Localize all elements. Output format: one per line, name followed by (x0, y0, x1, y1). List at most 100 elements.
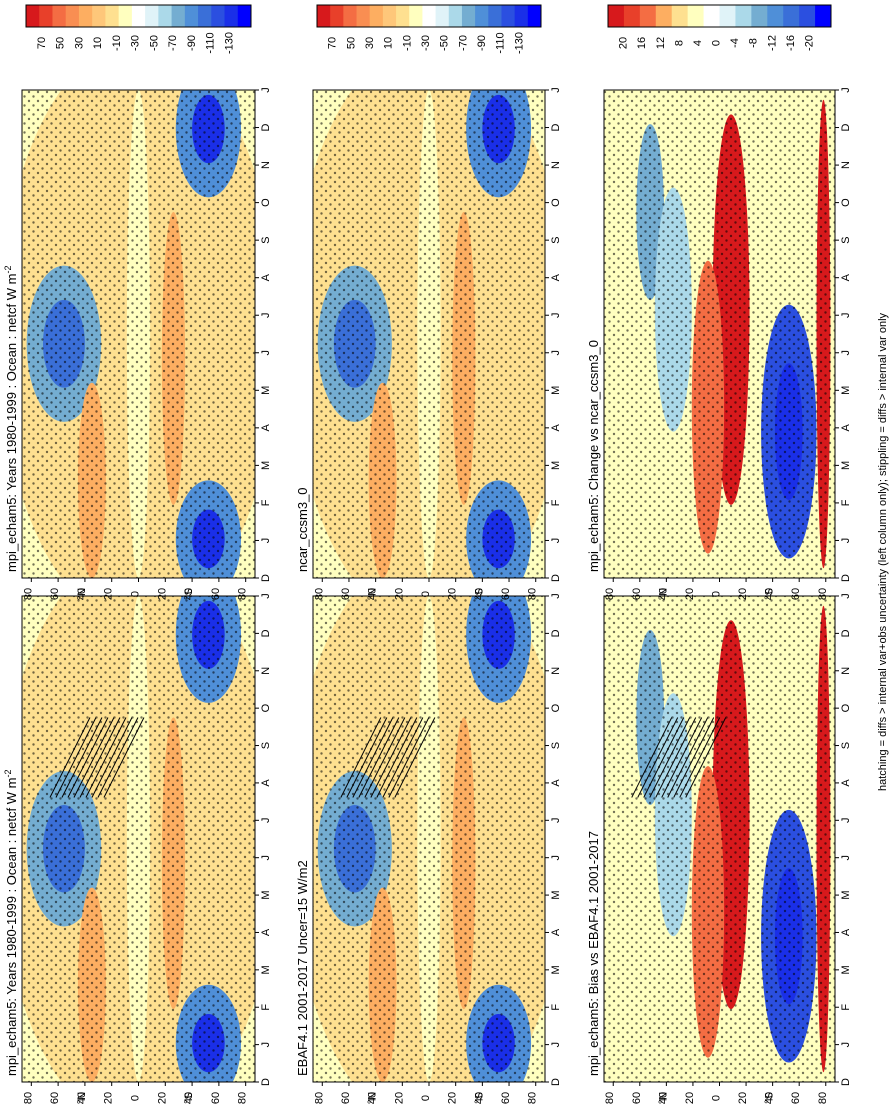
colorbar-swatch (514, 5, 529, 27)
y-tick-label: 0 (420, 1095, 432, 1101)
lat-unit-label: °N (76, 588, 88, 600)
colorbar-swatch (623, 5, 641, 27)
colorbar-label: 8 (673, 40, 685, 46)
x-tick-label: D (260, 1078, 272, 1086)
x-tick-label: O (550, 703, 562, 712)
colorbar-swatch (145, 5, 159, 27)
colorbar-swatch (799, 5, 816, 27)
colorbar-swatch (105, 5, 120, 27)
x-tick-label: J (840, 87, 852, 93)
colorbar-label: -10 (111, 35, 123, 51)
x-tick-label: O (840, 198, 852, 207)
colorbar-swatch (655, 5, 673, 27)
colorbar-label: -30 (420, 35, 432, 51)
colorbar-swatch (767, 5, 784, 27)
y-tick-label: 40 (76, 588, 88, 600)
colorbar-swatch (237, 5, 252, 27)
lat-unit-label: °N (657, 588, 669, 600)
x-tick-label: N (260, 161, 272, 169)
field (22, 90, 255, 578)
y-tick-label: 20 (684, 1092, 696, 1104)
x-tick-label: M (550, 890, 562, 899)
x-tick-label: N (840, 667, 852, 675)
y-tick-label: 20 (156, 1092, 168, 1104)
colorbar-label: 16 (636, 37, 648, 49)
y-tick-label: 40 (764, 1092, 776, 1104)
y-tick-label: 60 (340, 1092, 352, 1104)
colorbar-swatch (330, 5, 344, 27)
x-tick-label: D (840, 1078, 852, 1086)
x-tick-label: J (550, 855, 562, 861)
y-tick-label: 40 (183, 1092, 195, 1104)
y-tick-label: 40 (657, 1092, 669, 1104)
colorbar-swatch (751, 5, 768, 27)
x-tick-label: F (840, 1004, 852, 1011)
x-tick-label: N (260, 667, 272, 675)
x-tick-label: N (550, 161, 562, 169)
colorbar-swatch (184, 5, 199, 27)
colorbar: 70 50 30 10 -10 -30 -50 -70 -90 -110 -130 (25, 4, 252, 54)
x-tick-label: A (260, 779, 272, 787)
x-tick-label: O (840, 703, 852, 712)
x-tick-label: D (260, 574, 272, 582)
y-tick-label: 80 (604, 1092, 616, 1104)
x-tick-label: J (260, 350, 272, 356)
x-tick-label: S (840, 236, 852, 243)
x-tick-label: M (840, 965, 852, 974)
colorbar-swatch (422, 5, 437, 27)
x-tick-label: M (260, 965, 272, 974)
colorbar-label: -16 (785, 35, 797, 51)
y-tick-label: 20 (103, 1092, 115, 1104)
panel-title: mpi_echam5: Change vs ncar_ccsm3_0 (586, 340, 601, 572)
field (604, 90, 835, 578)
colorbar-label: -110 (205, 32, 217, 53)
colorbar-swatch (224, 5, 239, 27)
colorbar-label: -12 (766, 35, 778, 51)
x-tick-label: J (550, 538, 562, 544)
lat-unit-label: °S (764, 1092, 776, 1104)
colorbar-swatch (608, 5, 625, 27)
y-tick-label: 80 (817, 588, 829, 600)
x-tick-label: J (550, 87, 562, 93)
colorbar-label: 30 (364, 37, 376, 49)
x-tick-label: J (550, 312, 562, 318)
colorbar-label: -110 (495, 32, 507, 53)
colorbar-swatch (118, 5, 133, 27)
x-tick-label: N (840, 161, 852, 169)
x-tick-label: A (260, 928, 272, 936)
y-tick-label: 40 (473, 1092, 485, 1104)
colorbar-swatch (409, 5, 423, 27)
colorbar-swatch (78, 5, 93, 27)
x-tick-label: M (550, 461, 562, 470)
x-tick-label: A (840, 779, 852, 787)
x-tick-label: D (550, 1078, 562, 1086)
colorbar-label: 10 (92, 37, 104, 49)
panel-p-left-bot: D J F M A M J J A S O N D J 80 60 40 20 0 20 40 60 80 °N °S mpi_e… (586, 510, 852, 1104)
colorbar-swatch (356, 5, 371, 27)
lat-unit-label: °N (76, 1092, 88, 1104)
x-tick-label: J (550, 350, 562, 356)
colorbar-label: -90 (476, 35, 488, 51)
panel-p-left-top: D J F M A M J J A S O N D J 80 60 40 20 0 20 40 60 80 °N °S mpi_e… (3, 510, 272, 1104)
lat-unit-label: °S (764, 588, 776, 600)
field (604, 596, 835, 1082)
colorbar-swatch (343, 5, 358, 27)
y-tick-label: 80 (237, 1092, 249, 1104)
x-tick-label: M (260, 386, 272, 395)
x-tick-label: A (550, 273, 562, 281)
y-tick-label: 60 (790, 588, 802, 600)
x-tick-label: A (260, 424, 272, 432)
colorbar-swatch (448, 5, 463, 27)
y-tick-label: 60 (210, 1092, 222, 1104)
colorbar-label: 12 (655, 37, 667, 49)
x-tick-label: J (840, 312, 852, 318)
colorbar-label: -70 (167, 35, 179, 51)
x-tick-label: J (840, 350, 852, 356)
x-tick-label: A (550, 424, 562, 432)
y-tick-label: 0 (711, 591, 723, 597)
x-tick-label: M (260, 461, 272, 470)
x-tick-label: D (260, 629, 272, 637)
panel-title: mpi_echam5: Years 1980-1999 : Ocean : ne… (3, 266, 19, 572)
y-tick-label: 60 (631, 1092, 643, 1104)
x-tick-label: J (260, 818, 272, 824)
